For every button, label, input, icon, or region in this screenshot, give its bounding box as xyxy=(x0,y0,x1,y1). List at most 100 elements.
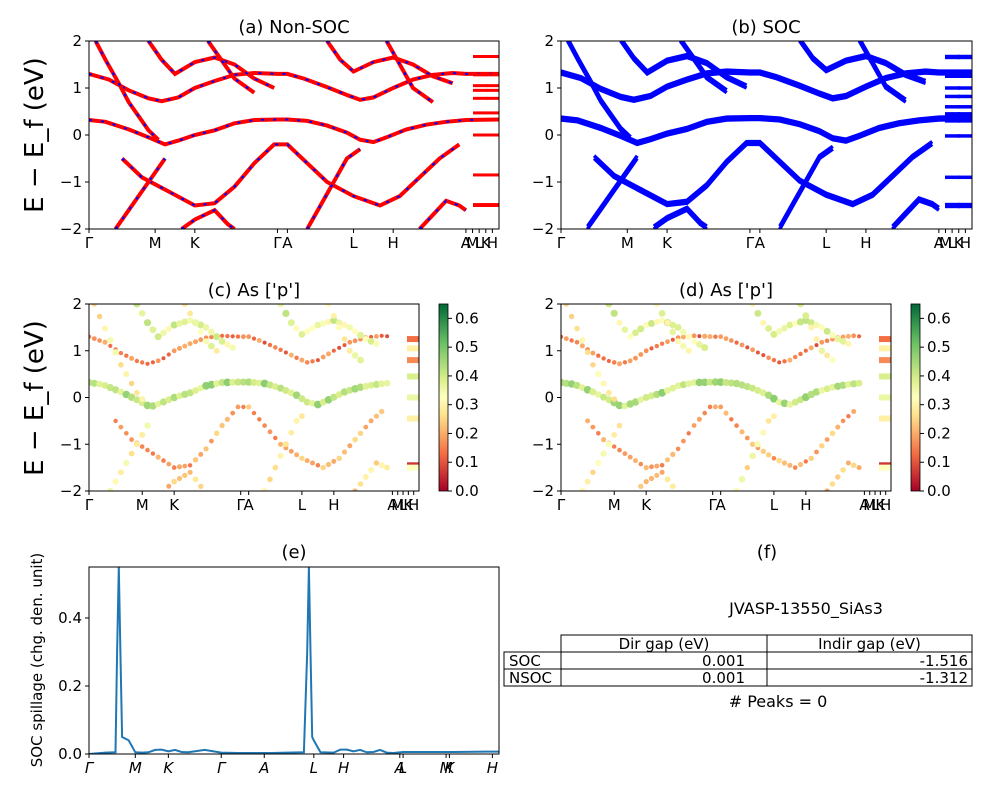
panel-c-point xyxy=(299,357,305,363)
panel-e-spillage-line xyxy=(89,567,499,754)
peaks-count: # Peaks = 0 xyxy=(729,692,828,711)
panel-c-xtick-label: Γ xyxy=(85,496,94,514)
panel-c-point xyxy=(246,334,252,340)
panel-c-point xyxy=(331,348,336,353)
panel-e-xtick-label: H xyxy=(338,759,349,777)
panel-e-title: (e) xyxy=(281,542,306,563)
panel-c-point xyxy=(160,329,167,337)
panel-c-point xyxy=(298,331,306,338)
panel-b-band-3-1 xyxy=(592,139,934,205)
panel-d-point xyxy=(771,456,777,461)
panel-c-point xyxy=(278,347,283,352)
panel-c-point xyxy=(373,340,380,347)
panel-c-point xyxy=(262,423,267,428)
panel-d-point xyxy=(669,321,677,329)
panel-c-point xyxy=(337,345,342,350)
panel-d-point xyxy=(685,333,692,340)
panel-c-point xyxy=(385,334,390,339)
panel-c-point xyxy=(133,396,141,404)
panel-c-point xyxy=(165,325,172,332)
panel-d-point xyxy=(595,391,602,398)
panel-d-colorbar-label: 0.1 xyxy=(927,453,951,471)
panel-d-point xyxy=(835,474,841,480)
panel-b-xtick-label: Γ xyxy=(557,234,566,252)
panel-c-point xyxy=(320,354,326,360)
panel-d-point xyxy=(814,343,819,348)
panel-d-point xyxy=(797,461,804,468)
panel-c-point xyxy=(299,455,305,461)
panel-c-xtick-label: M xyxy=(136,496,149,514)
panel-c-point xyxy=(145,447,150,453)
panel-c-point xyxy=(250,379,258,386)
panel-d-point xyxy=(777,360,782,365)
panel-c-point xyxy=(161,458,166,463)
panel-d-xtick-label: L xyxy=(871,496,880,514)
panel-d-point xyxy=(643,465,649,471)
panel-c-point xyxy=(383,379,391,387)
panel-d-point xyxy=(840,467,846,473)
panel-d-point xyxy=(770,330,778,338)
panel-c-point xyxy=(315,463,321,468)
panel-b-ytick-label: 0 xyxy=(544,126,554,144)
panel-a-ytick-label: 2 xyxy=(72,32,82,50)
panel-d-point xyxy=(600,393,608,401)
panel-c-point xyxy=(310,359,315,364)
panel-c-point xyxy=(239,378,247,386)
panel-c-point xyxy=(303,398,311,406)
panel-d-point xyxy=(579,337,586,344)
panel-d-point xyxy=(792,465,798,470)
panel-c-xtick-label: A xyxy=(387,496,398,514)
panel-c-point xyxy=(288,352,294,358)
panel-d-point xyxy=(851,333,857,339)
panel-d-point xyxy=(669,483,676,490)
panel-b-band-6-1 xyxy=(586,154,639,228)
panel-c-point xyxy=(235,404,241,410)
panel-c-point xyxy=(181,304,188,307)
panel-c-point xyxy=(256,338,262,343)
panel-c-point xyxy=(367,338,375,345)
panel-c-point xyxy=(267,476,273,483)
panel-d-point xyxy=(792,354,798,360)
panel-d-point xyxy=(846,414,851,419)
panel-c-point xyxy=(266,381,274,389)
panel-c-point xyxy=(293,417,300,424)
panel-d-point xyxy=(782,359,787,364)
panel-c-point xyxy=(133,304,141,308)
panel-c-frame xyxy=(88,303,420,492)
panel-d-point xyxy=(829,357,836,364)
panel-d-point xyxy=(622,451,628,456)
panel-c-point xyxy=(187,469,193,475)
panel-c-point xyxy=(342,343,347,348)
panel-d-point xyxy=(622,360,628,365)
panel-c-point xyxy=(230,410,236,416)
panel-d-point xyxy=(733,487,740,491)
panel-d-point xyxy=(770,394,778,403)
panel-d-xtick-label: Γ xyxy=(709,496,718,514)
panel-c-point xyxy=(262,340,267,345)
panel-c-point xyxy=(341,322,348,328)
panel-d-point xyxy=(780,399,789,408)
panel-d-point xyxy=(695,378,704,387)
panel-d-side-mark xyxy=(879,336,891,343)
panel-d-point xyxy=(739,342,745,348)
panel-a-band-dash-3 xyxy=(121,143,460,207)
panel-d-point xyxy=(590,350,596,356)
panel-c-point xyxy=(96,313,103,320)
panel-a-band-dash-4 xyxy=(147,41,275,89)
panel-c-point xyxy=(144,422,151,429)
panel-d-point xyxy=(638,352,644,357)
panel-d-colorbar xyxy=(910,303,921,492)
panel-c-point xyxy=(187,341,193,347)
panel-d-point xyxy=(749,384,757,392)
panel-c-point xyxy=(368,467,375,473)
panel-a-xtick-label: M xyxy=(149,234,162,252)
panel-d-point xyxy=(653,304,660,308)
panel-c-point xyxy=(309,325,316,332)
panel-a-band-10 xyxy=(180,207,236,229)
panel-c-point xyxy=(283,441,289,448)
panel-c-point xyxy=(326,351,331,357)
panel-d-point xyxy=(829,481,836,487)
